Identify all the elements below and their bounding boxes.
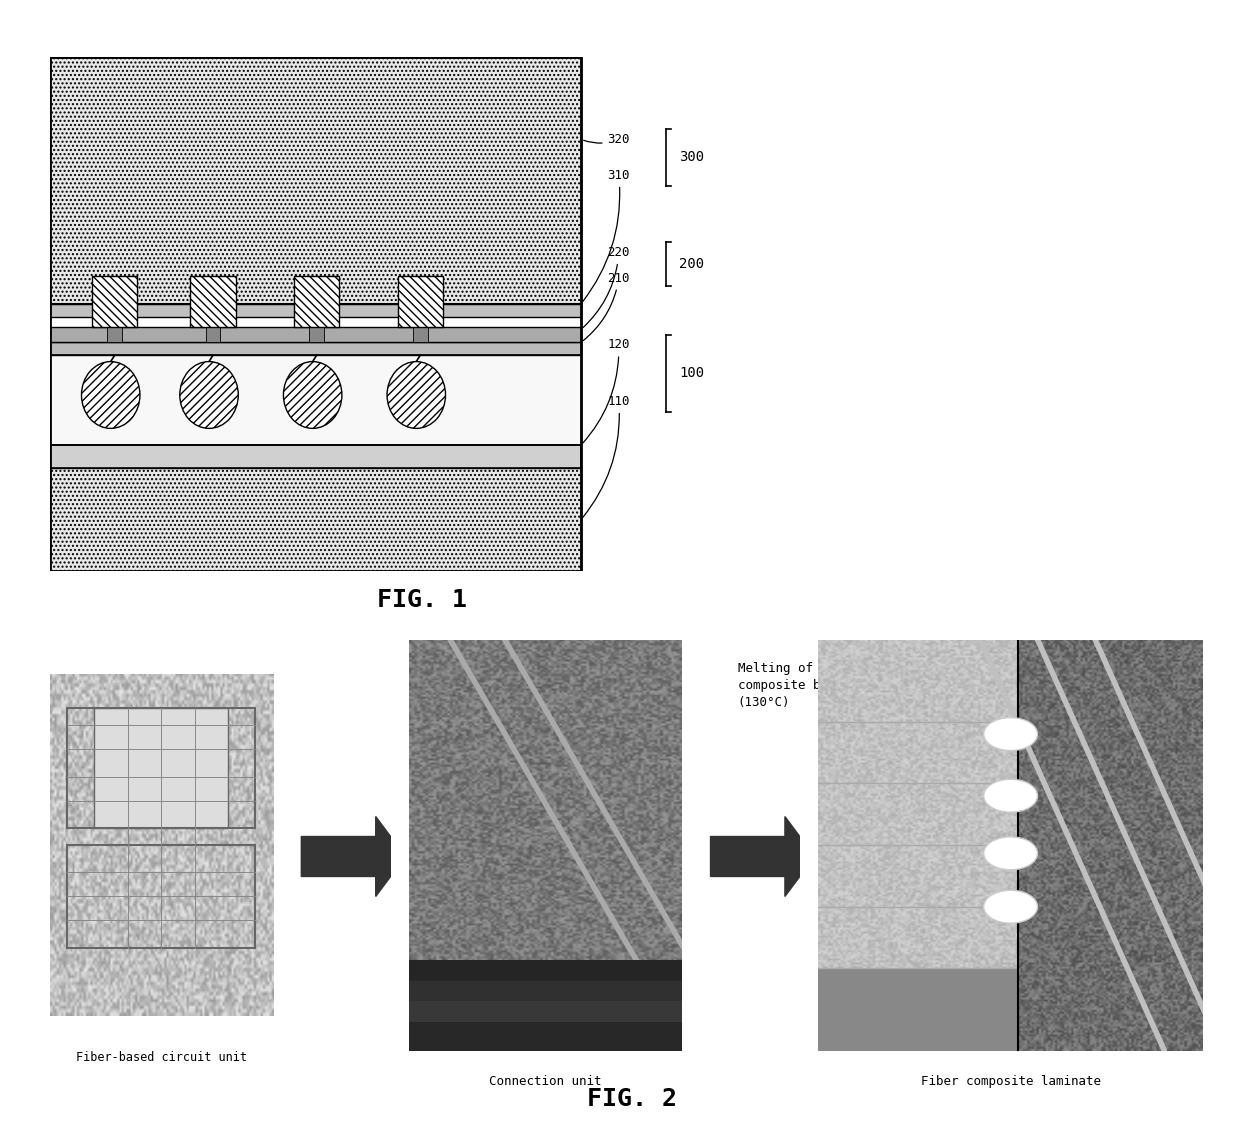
Bar <box>398 275 443 327</box>
Text: Fiber composite laminate: Fiber composite laminate <box>920 1076 1101 1088</box>
Text: 300: 300 <box>680 151 704 164</box>
Bar <box>50 327 582 343</box>
Bar <box>409 1022 682 1051</box>
Bar <box>206 327 221 343</box>
Text: 220: 220 <box>583 246 630 328</box>
Text: FIG. 2: FIG. 2 <box>588 1087 677 1111</box>
Ellipse shape <box>983 891 1038 923</box>
FancyArrow shape <box>711 817 815 896</box>
Bar <box>409 981 682 1002</box>
Text: 210: 210 <box>583 272 630 340</box>
Bar <box>818 968 1018 1051</box>
Bar <box>50 468 582 571</box>
FancyArrow shape <box>301 817 405 896</box>
Bar <box>67 845 255 948</box>
Text: 120: 120 <box>583 338 630 443</box>
Text: 320: 320 <box>584 132 630 146</box>
Text: Fiber-based circuit unit: Fiber-based circuit unit <box>76 1051 247 1063</box>
Bar <box>413 327 428 343</box>
Bar <box>67 708 255 828</box>
Bar <box>50 445 582 468</box>
Text: Melting of
composite binder
(130°C): Melting of composite binder (130°C) <box>738 662 858 709</box>
Ellipse shape <box>284 362 342 428</box>
Text: Connection unit: Connection unit <box>490 1076 601 1088</box>
Bar <box>50 57 582 304</box>
Bar <box>50 304 582 316</box>
Text: 200: 200 <box>680 257 704 271</box>
Bar <box>294 275 340 327</box>
Text: FIG. 1: FIG. 1 <box>377 587 466 612</box>
Bar <box>50 57 582 571</box>
Ellipse shape <box>180 362 238 428</box>
Text: 110: 110 <box>583 395 630 517</box>
Bar <box>409 1002 682 1022</box>
Bar <box>108 327 123 343</box>
Ellipse shape <box>82 362 140 428</box>
Bar <box>191 275 236 327</box>
Bar <box>50 343 582 355</box>
Text: 310: 310 <box>583 169 630 301</box>
Ellipse shape <box>983 837 1038 870</box>
Bar <box>92 275 138 327</box>
Bar <box>309 327 324 343</box>
Ellipse shape <box>387 362 445 428</box>
Bar <box>94 708 228 828</box>
Bar <box>409 960 682 981</box>
Text: 100: 100 <box>680 367 704 380</box>
Bar <box>50 355 582 445</box>
Ellipse shape <box>983 717 1038 750</box>
Ellipse shape <box>983 779 1038 812</box>
